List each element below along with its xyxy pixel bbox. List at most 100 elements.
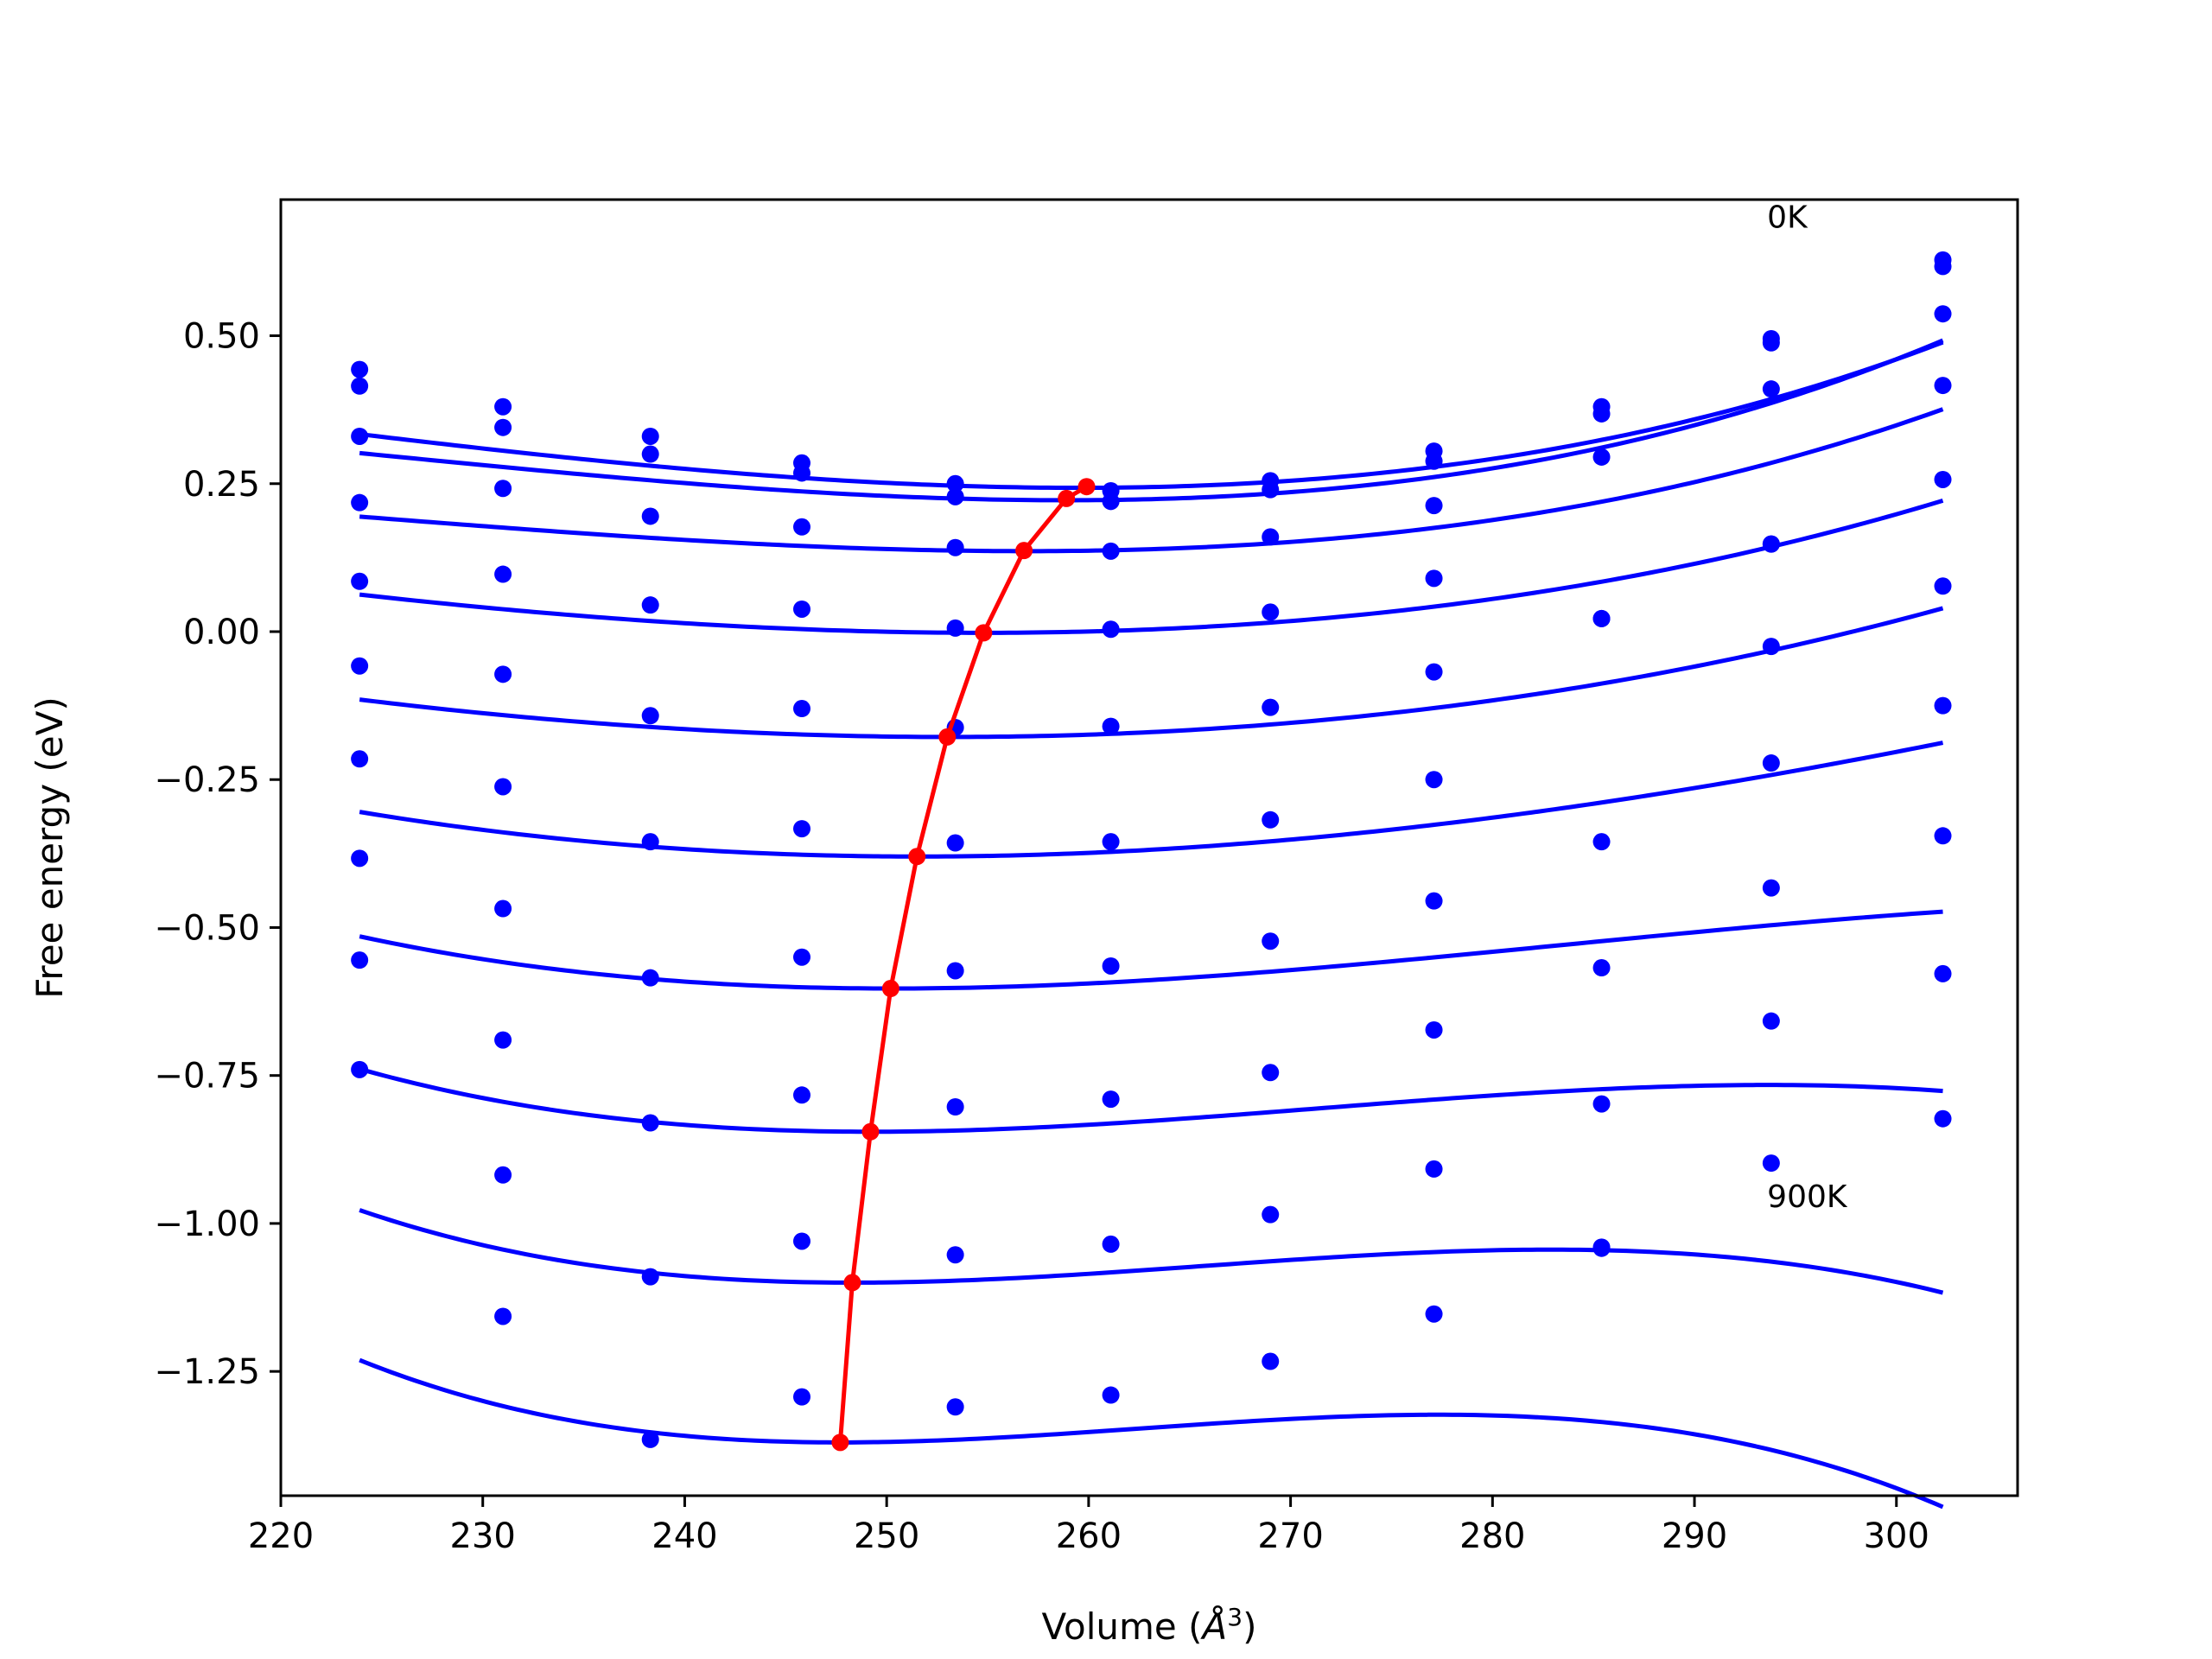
series-data-point — [793, 820, 810, 838]
series-1 — [351, 257, 1952, 511]
series-data-point — [1262, 480, 1280, 499]
series-data-point — [1592, 404, 1611, 423]
series-data-point — [1762, 638, 1780, 656]
x-axis-title-close: ) — [1243, 1605, 1256, 1648]
series-data-point — [1425, 892, 1443, 910]
equilibrium-point — [1077, 478, 1096, 496]
series-data-point — [1102, 493, 1120, 511]
series-data-point — [1102, 957, 1120, 975]
series-fit-curve — [359, 338, 1944, 503]
series-data-point — [1102, 1386, 1120, 1404]
equilibrium-point — [1015, 542, 1033, 560]
y-axis-title: Free energy (eV) — [29, 696, 71, 999]
series-data-point — [793, 1232, 810, 1250]
y-tick-label: −0.25 — [154, 760, 260, 800]
series-data-point — [1934, 377, 1952, 395]
y-tick-label: 0.25 — [183, 465, 260, 505]
x-tick-label: 250 — [854, 1516, 919, 1556]
series-data-point — [1762, 535, 1780, 553]
series-data-point — [946, 538, 964, 556]
series-data-point — [494, 665, 512, 683]
series-data-point — [1934, 577, 1952, 595]
series-data-point — [793, 518, 810, 536]
series-data-point — [494, 418, 512, 436]
series-data-point — [946, 487, 964, 505]
series-data-point — [1425, 452, 1443, 470]
series-data-point — [1102, 542, 1120, 560]
series-data-point — [1425, 1020, 1443, 1039]
y-tick-label: −1.00 — [154, 1205, 260, 1244]
y-tick-label: 0.50 — [183, 317, 260, 357]
series-data-point — [946, 1246, 964, 1264]
x-axis-title-exponent: 3 — [1227, 1603, 1243, 1631]
temperature-label: 0K — [1767, 200, 1808, 236]
series-data-point — [1934, 964, 1952, 982]
series-data-point — [1262, 1205, 1280, 1224]
series-data-point — [1592, 1095, 1611, 1113]
equilibrium-point — [975, 624, 993, 642]
y-tick-label: −0.75 — [154, 1057, 260, 1096]
series-data-point — [1425, 663, 1443, 681]
temperature-label: 900K — [1767, 1179, 1848, 1215]
series-data-point — [1262, 698, 1280, 716]
series-data-point — [351, 1060, 369, 1078]
series-2 — [351, 305, 1952, 560]
series-fit-curve — [359, 1066, 1943, 1135]
series-5 — [351, 577, 1952, 859]
series-data-point — [494, 397, 512, 416]
series-data-point — [641, 445, 659, 463]
x-tick-label: 260 — [1056, 1516, 1122, 1556]
series-data-point — [793, 1086, 810, 1104]
x-axis-title-symbol: Å — [1200, 1605, 1228, 1648]
series-data-point — [793, 464, 810, 482]
series-data-point — [351, 427, 369, 445]
series-7 — [351, 827, 1952, 1135]
series-data-point — [494, 1031, 512, 1049]
series-data-point — [494, 565, 512, 583]
series-4 — [351, 470, 1952, 740]
series-data-point — [351, 849, 369, 868]
equilibrium-point — [908, 848, 926, 866]
series-data-point — [1934, 827, 1952, 845]
x-tick-label: 220 — [248, 1516, 314, 1556]
series-fit-curve — [359, 407, 1944, 554]
series-data-point — [946, 1398, 964, 1416]
equilibrium-point — [938, 728, 957, 746]
series-data-point — [641, 507, 659, 525]
series-data-point — [641, 833, 659, 851]
y-tick-label: −0.50 — [154, 908, 260, 948]
series-data-point — [1592, 1238, 1611, 1256]
series-fit-curve — [359, 909, 1943, 991]
series-data-point — [1262, 810, 1280, 829]
series-data-point — [1762, 380, 1780, 398]
series-data-point — [946, 619, 964, 637]
series-data-point — [1102, 1235, 1120, 1253]
series-6 — [351, 696, 1952, 991]
series-fit-curve — [359, 1208, 1944, 1295]
series-data-point — [641, 1268, 659, 1286]
series-data-point — [494, 899, 512, 918]
series-data-point — [1425, 1160, 1443, 1178]
series-layer — [351, 251, 1952, 1510]
series-data-point — [1102, 717, 1120, 735]
series-data-point — [1934, 305, 1952, 323]
series-data-point — [351, 572, 369, 590]
series-data-point — [641, 1114, 659, 1132]
x-axis-title-text: Volume ( — [1042, 1605, 1203, 1648]
series-data-point — [1102, 833, 1120, 851]
series-data-point — [641, 427, 659, 445]
series-data-point — [351, 750, 369, 768]
series-data-point — [1262, 1064, 1280, 1082]
series-data-point — [1592, 959, 1611, 977]
series-data-point — [1425, 1305, 1443, 1323]
equilibrium-point — [881, 980, 899, 998]
series-data-point — [494, 1166, 512, 1184]
series-data-point — [494, 1307, 512, 1325]
series-data-point — [351, 377, 369, 395]
series-data-point — [946, 474, 964, 493]
series-data-point — [1934, 696, 1952, 715]
equilibrium-point — [1058, 489, 1076, 507]
series-data-point — [351, 493, 369, 512]
